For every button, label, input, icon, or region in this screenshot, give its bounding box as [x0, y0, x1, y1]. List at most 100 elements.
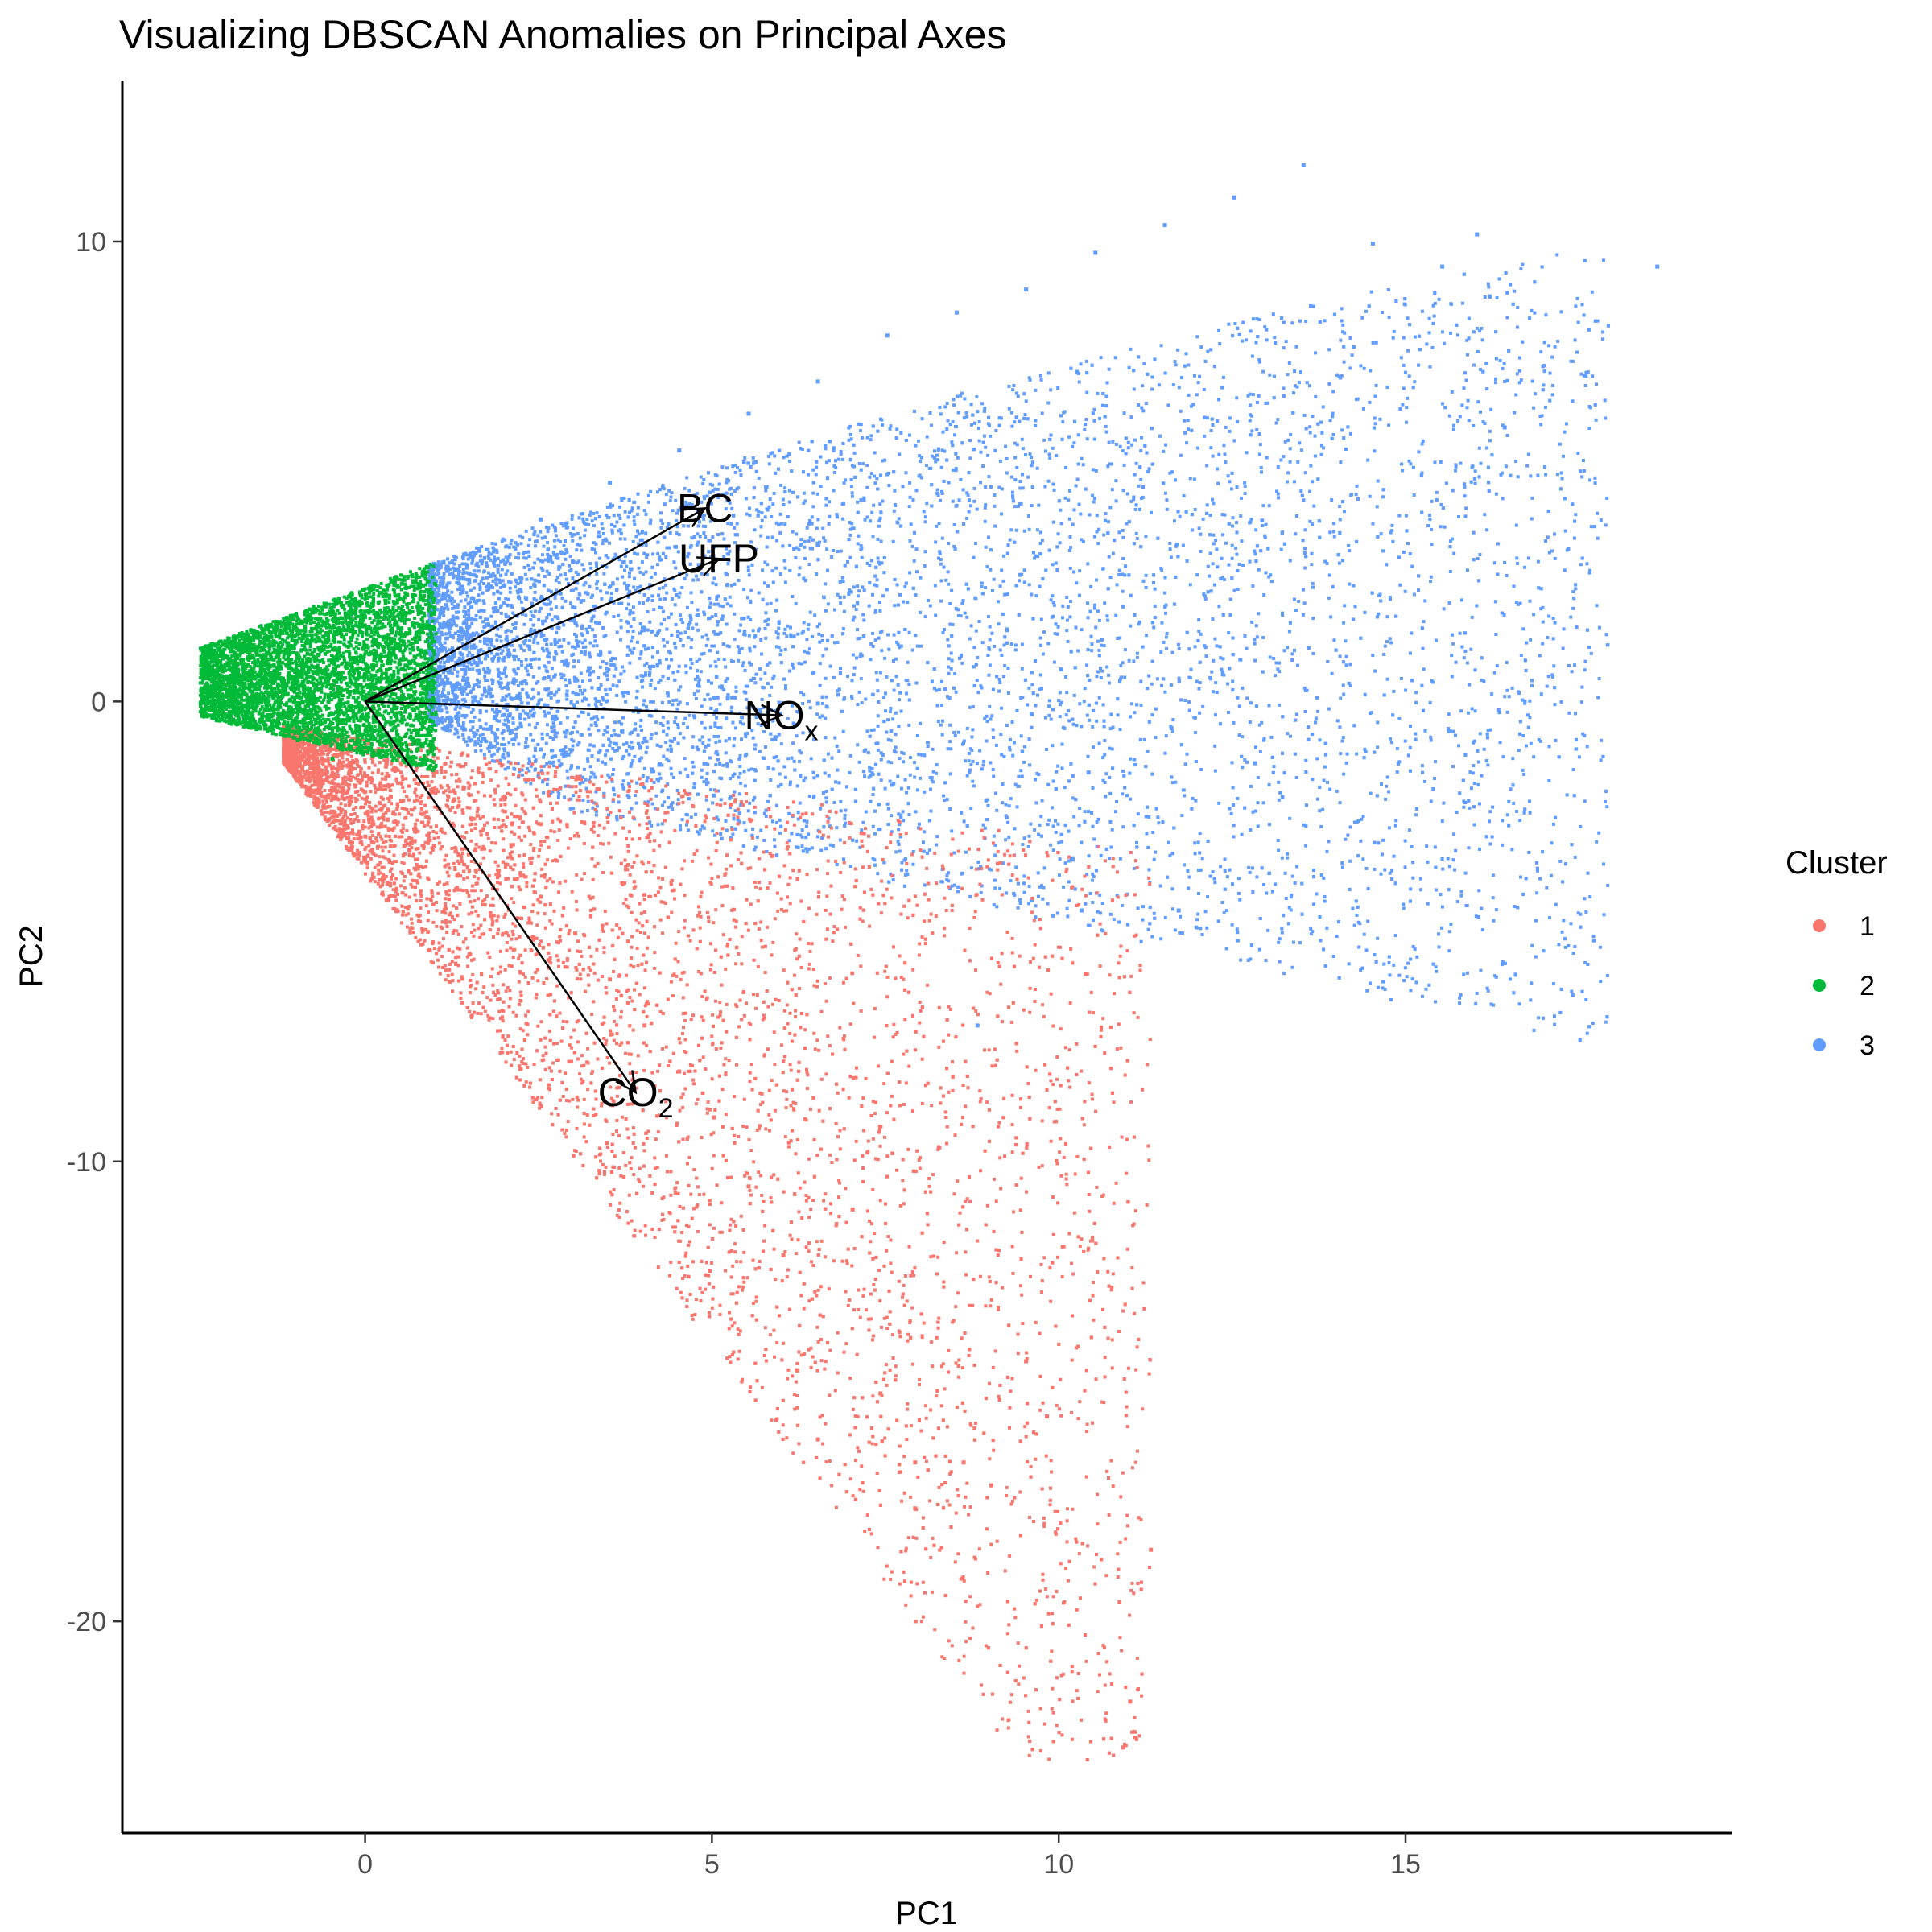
data-point [1516, 325, 1519, 329]
data-point [623, 555, 627, 558]
data-point [1068, 615, 1072, 619]
data-point [1144, 573, 1148, 577]
data-point [1405, 406, 1409, 410]
data-point [1038, 673, 1042, 677]
data-point [737, 757, 741, 761]
data-point [1141, 918, 1145, 922]
data-point [1107, 681, 1111, 685]
data-point [606, 773, 610, 777]
data-point [1171, 907, 1174, 911]
data-point [451, 656, 455, 660]
data-point [1026, 845, 1030, 848]
data-point [769, 601, 773, 605]
data-point [506, 569, 510, 573]
data-point [575, 624, 579, 628]
data-point [1185, 752, 1189, 756]
data-point [862, 770, 865, 774]
data-point [716, 487, 720, 491]
data-point [619, 625, 623, 630]
data-point [575, 548, 579, 552]
data-point [1547, 344, 1551, 348]
data-point [1080, 840, 1084, 844]
data-point [778, 653, 782, 657]
data-point [890, 830, 894, 834]
data-point [824, 444, 828, 448]
data-point [1231, 636, 1235, 640]
data-point [724, 507, 728, 511]
data-point [724, 665, 728, 669]
data-point [629, 568, 633, 572]
data-point [1118, 857, 1122, 861]
data-point [510, 643, 514, 647]
data-point [1110, 488, 1114, 492]
data-point [1402, 386, 1406, 390]
data-point [1108, 462, 1112, 466]
data-point [470, 738, 473, 742]
data-point [983, 716, 987, 720]
data-point [1243, 634, 1247, 638]
data-point [737, 579, 741, 582]
data-point [1440, 330, 1444, 334]
data-point [1246, 394, 1250, 398]
data-point [1040, 411, 1044, 415]
data-point [1085, 873, 1089, 877]
data-point [1101, 778, 1105, 782]
data-point [747, 558, 751, 562]
data-point [1309, 927, 1313, 931]
data-point [795, 784, 799, 788]
data-point [725, 499, 729, 503]
data-point [566, 776, 570, 780]
data-point [694, 696, 698, 700]
data-point [547, 691, 551, 696]
data-point [543, 535, 547, 539]
data-point [1280, 927, 1284, 931]
data-point [1477, 889, 1481, 893]
data-point [933, 449, 936, 453]
data-point [1036, 871, 1040, 875]
data-point [1368, 400, 1372, 404]
data-point [584, 786, 588, 791]
data-point [601, 696, 605, 700]
data-point [1241, 686, 1245, 690]
data-point [737, 775, 741, 779]
data-point [1343, 510, 1346, 514]
data-point [965, 516, 969, 520]
data-point [456, 735, 460, 739]
data-point [1177, 386, 1181, 390]
data-point [779, 742, 783, 746]
data-point [994, 791, 997, 795]
data-point [501, 695, 505, 699]
data-point [868, 564, 872, 567]
data-point [659, 622, 663, 626]
data-point [1183, 419, 1187, 423]
data-point [969, 624, 973, 628]
data-point [1335, 935, 1339, 938]
data-point [1348, 825, 1352, 829]
data-point [658, 587, 662, 591]
data-point [1505, 710, 1509, 714]
data-point [992, 736, 995, 739]
data-point [949, 667, 953, 671]
data-point [1257, 452, 1261, 456]
data-point [839, 601, 843, 605]
data-point [672, 560, 676, 564]
data-point [1245, 451, 1249, 455]
data-point [1014, 584, 1018, 588]
data-point [1344, 761, 1348, 765]
data-point [700, 635, 704, 639]
data-point [1591, 374, 1595, 378]
data-point [482, 602, 486, 605]
data-point [791, 704, 794, 708]
data-point [935, 704, 939, 708]
data-point [658, 597, 663, 601]
data-point [1387, 790, 1391, 794]
data-point [1381, 986, 1385, 990]
data-point [931, 780, 935, 784]
data-point [574, 613, 577, 617]
data-point [1200, 857, 1204, 861]
data-point [1137, 622, 1141, 626]
data-point [470, 561, 474, 565]
data-point [997, 622, 1001, 626]
data-point [1553, 703, 1557, 707]
data-point [1515, 372, 1519, 376]
